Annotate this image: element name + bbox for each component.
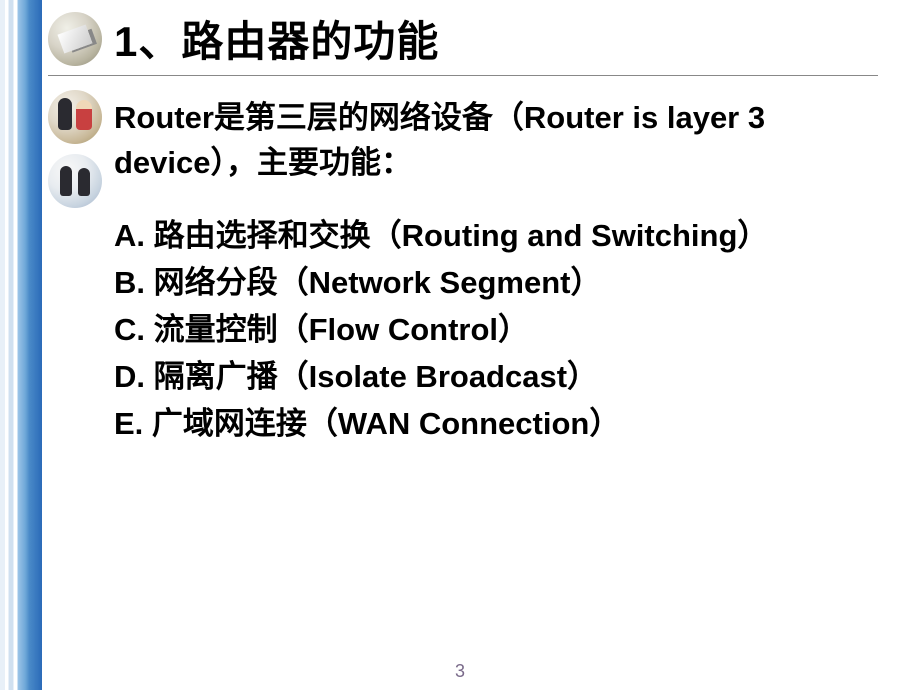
list-item: E. 广域网连接（WAN Connection） — [114, 400, 878, 447]
intro-bullet-icons — [48, 90, 102, 208]
slide-content: 1、路由器的功能 Router是第三层的网络设备（Router is layer… — [48, 0, 908, 690]
intro-row: Router是第三层的网络设备（Router is layer 3 device… — [48, 90, 908, 208]
slide-title: 1、路由器的功能 — [114, 8, 439, 69]
page-number: 3 — [0, 661, 920, 682]
intro-text: Router是第三层的网络设备（Router is layer 3 device… — [114, 90, 908, 186]
list-item: B. 网络分段（Network Segment） — [114, 259, 878, 306]
slide-body: Router是第三层的网络设备（Router is layer 3 device… — [48, 90, 908, 448]
walking-bullet-icon — [48, 154, 102, 208]
decorative-left-stripe — [0, 0, 42, 690]
title-bullet-icon — [48, 12, 102, 66]
list-item: C. 流量控制（Flow Control） — [114, 306, 878, 353]
list-item: A. 路由选择和交换（Routing and Switching） — [114, 212, 878, 259]
title-row: 1、路由器的功能 — [48, 0, 878, 76]
list-item: D. 隔离广播（Isolate Broadcast） — [114, 353, 878, 400]
people-bullet-icon — [48, 90, 102, 144]
function-list: A. 路由选择和交换（Routing and Switching） B. 网络分… — [48, 212, 908, 448]
